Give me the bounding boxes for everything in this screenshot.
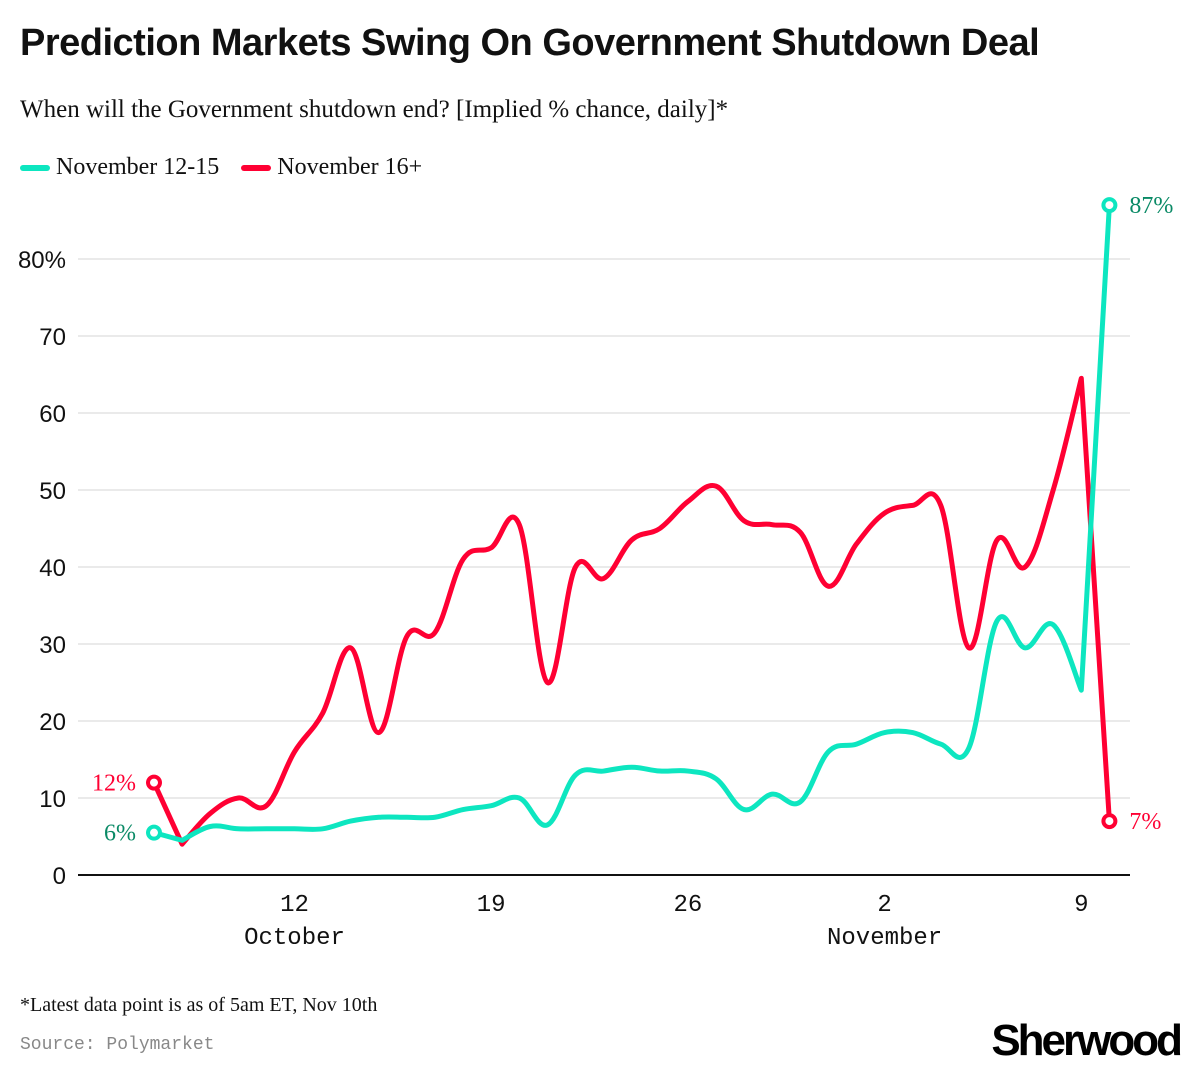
legend-swatch-teal: [20, 164, 50, 171]
series-line-nov-16-plus: [151, 375, 1112, 847]
start-marker: [146, 774, 162, 791]
end-marker: [1101, 197, 1118, 214]
y-tick-label: 0: [53, 863, 66, 890]
y-tick-label: 40: [39, 555, 66, 582]
end-markers: 6% 87% 12% 7%: [92, 193, 1173, 847]
x-tick-label: 19: [477, 892, 506, 919]
legend-swatch-red: [241, 164, 272, 171]
legend-item-nov-12-15: November 12-15: [20, 154, 219, 181]
x-axis-ticks: 12 October 19 26 2 November 9: [244, 892, 1088, 952]
y-tick-label: 20: [39, 709, 66, 736]
x-month-label: October: [244, 925, 345, 952]
legend-label: November 16+: [277, 154, 423, 180]
x-tick-label: 12: [280, 892, 309, 919]
start-value-label: 12%: [92, 771, 136, 797]
sherwood-logo: Sherwood: [991, 1016, 1183, 1065]
y-axis-ticks: 0 10 20 30 40 50 60 70 80%: [18, 247, 66, 890]
x-month-label: November: [827, 925, 942, 952]
line-chart: 0 10 20 30 40 50 60 70 80% 12 October 19 26 2 Novembe…: [18, 193, 1173, 952]
legend-item-nov-16-plus: November 16+: [241, 154, 422, 181]
end-marker: [1101, 813, 1118, 830]
x-tick-label: 2: [877, 892, 891, 919]
y-tick-label: 30: [39, 632, 66, 659]
end-value-label: 7%: [1129, 809, 1161, 835]
y-tick-label: 50: [39, 478, 66, 505]
y-tick-label: 10: [39, 786, 66, 813]
y-tick-label: 80%: [18, 247, 66, 274]
chart-title: Prediction Markets Swing On Government S…: [20, 22, 1040, 64]
y-tick-label: 60: [39, 401, 66, 428]
y-tick-label: 70: [39, 324, 66, 351]
x-tick-label: 9: [1074, 892, 1088, 919]
end-value-label: 87%: [1129, 193, 1173, 219]
chart-subtitle: When will the Government shutdown end? […: [20, 96, 729, 123]
start-marker: [146, 824, 162, 841]
series-line-nov-12-15: [151, 202, 1112, 843]
source-note: Source: Polymarket: [20, 1035, 215, 1055]
gridlines: [78, 258, 1130, 799]
legend: November 12-15 November 16+: [20, 154, 444, 181]
start-value-label: 6%: [104, 821, 136, 847]
footnote: *Latest data point is as of 5am ET, Nov …: [20, 994, 378, 1016]
series-lines: [151, 202, 1112, 847]
x-tick-label: 26: [673, 892, 702, 919]
legend-label: November 12-15: [56, 154, 220, 180]
